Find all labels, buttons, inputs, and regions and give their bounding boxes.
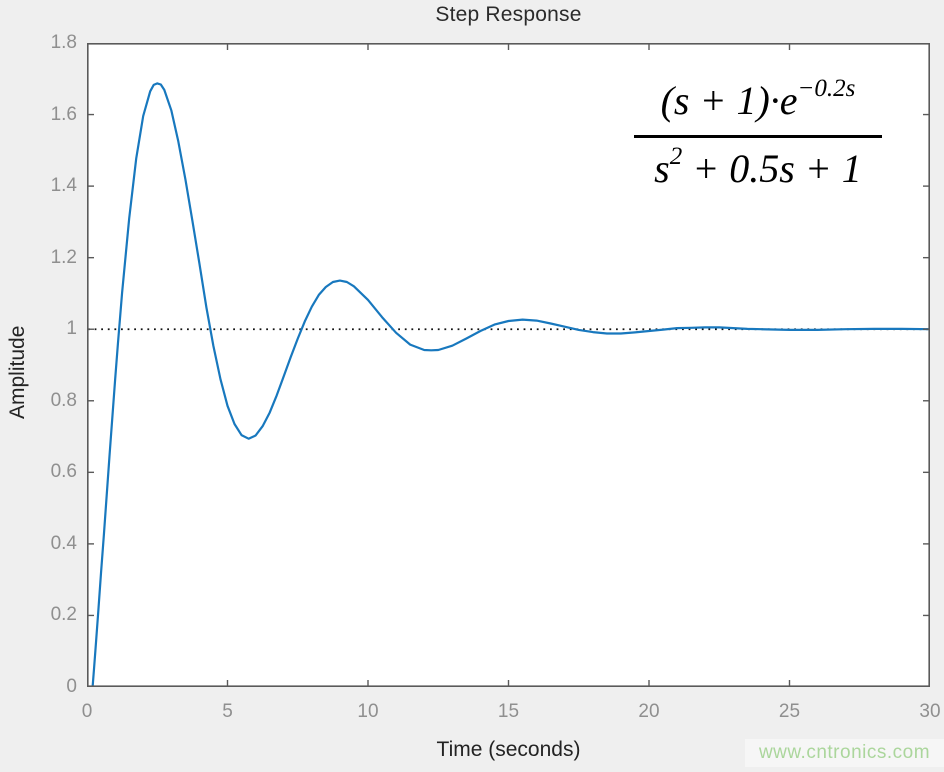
chart-title: Step Response (435, 3, 582, 26)
x-tick-label: 20 (638, 701, 660, 722)
y-tick-label: 0.4 (50, 532, 77, 554)
y-tick-label: 1.6 (50, 103, 77, 125)
transfer-function-annotation: (s + 1)·e−0.2s s2 + 0.5s + 1 (634, 70, 882, 198)
formula-numerator-exponent: −0.2s (797, 74, 856, 102)
y-tick-label: 0.8 (50, 389, 77, 411)
y-tick-label: 0.2 (50, 604, 77, 626)
x-tick-label: 10 (357, 701, 379, 722)
x-tick-label: 25 (778, 701, 801, 722)
y-tick-label: 0.6 (50, 461, 77, 483)
y-tick-label: 1 (66, 318, 77, 340)
x-tick-label: 0 (81, 701, 93, 722)
watermark-text: www.cntronics.com (758, 742, 931, 763)
fraction-bar (634, 135, 882, 138)
formula-numerator: (s + 1)·e−0.2s (660, 74, 856, 123)
y-tick-label: 1.2 (50, 246, 77, 268)
y-axis-label: Amplitude (6, 325, 29, 419)
y-tick-label: 1.4 (50, 175, 77, 197)
axes-frame (87, 43, 930, 687)
y-tick-label: 0 (66, 676, 77, 697)
watermark-box: www.cntronics.com (745, 739, 944, 767)
y-tick-label: 1.8 (50, 32, 77, 53)
plot-area (87, 43, 930, 687)
response-curve (87, 82, 930, 687)
x-tick-label: 5 (222, 701, 233, 722)
formula-denominator-exponent: 2 (669, 142, 683, 170)
formula-denominator: s2 + 0.5s + 1 (654, 142, 862, 191)
x-tick-label: 30 (919, 701, 941, 722)
x-tick-label: 15 (497, 701, 520, 722)
plot-svg (87, 43, 930, 687)
x-axis-label: Time (seconds) (436, 738, 581, 761)
